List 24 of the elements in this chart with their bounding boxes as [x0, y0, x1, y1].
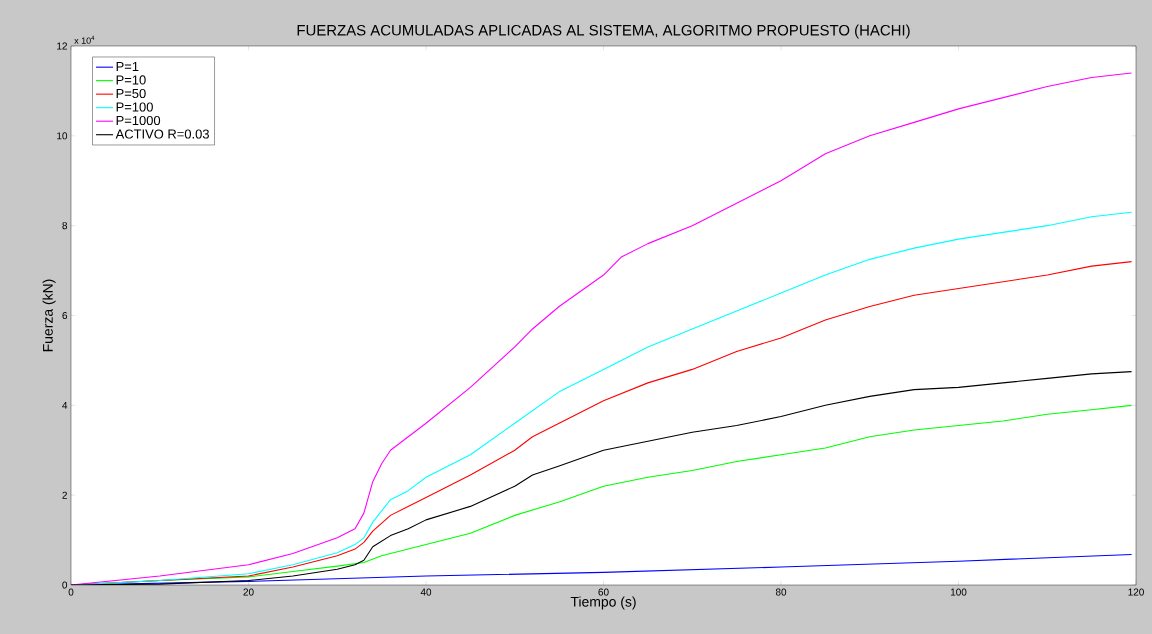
legend-label: P=50: [116, 88, 146, 99]
y-tick-label: 2: [62, 491, 67, 499]
legend-label: P=1000: [116, 115, 161, 126]
legend-label: P=1: [116, 61, 139, 71]
y-tick-label: 10: [57, 132, 68, 140]
y-tick-label: 8: [62, 222, 68, 230]
y-tick-label: 0: [62, 581, 68, 589]
legend-label: P=10: [116, 75, 146, 85]
chart-title: FUERZAS ACUMULADAS APLICADAS AL SISTEMA, ALGORITMO PROPUESTO (HACHI): [297, 24, 910, 39]
legend-label: ACTIVO R=0.03: [115, 129, 209, 139]
legend-label: P=100: [116, 102, 153, 112]
y-tick-label: 4: [62, 401, 68, 409]
y-tick-label: 12: [57, 42, 67, 50]
y-tick-label: 6: [62, 311, 68, 320]
x-tick-label: 120: [1128, 588, 1144, 596]
text: x 10$^{4}$: [74, 35, 95, 44]
x-tick-label: 40: [420, 588, 432, 596]
y-axis-title: Fuerza (kN): [42, 279, 56, 352]
x-tick-label: 20: [243, 588, 254, 596]
x-tick-label: 60: [598, 588, 609, 596]
x-tick-label: 80: [775, 588, 787, 596]
x-tick-label: 100: [950, 588, 967, 596]
x-axis-title: Tiempo (s): [570, 596, 636, 610]
x-tick-label: 0: [68, 588, 74, 596]
